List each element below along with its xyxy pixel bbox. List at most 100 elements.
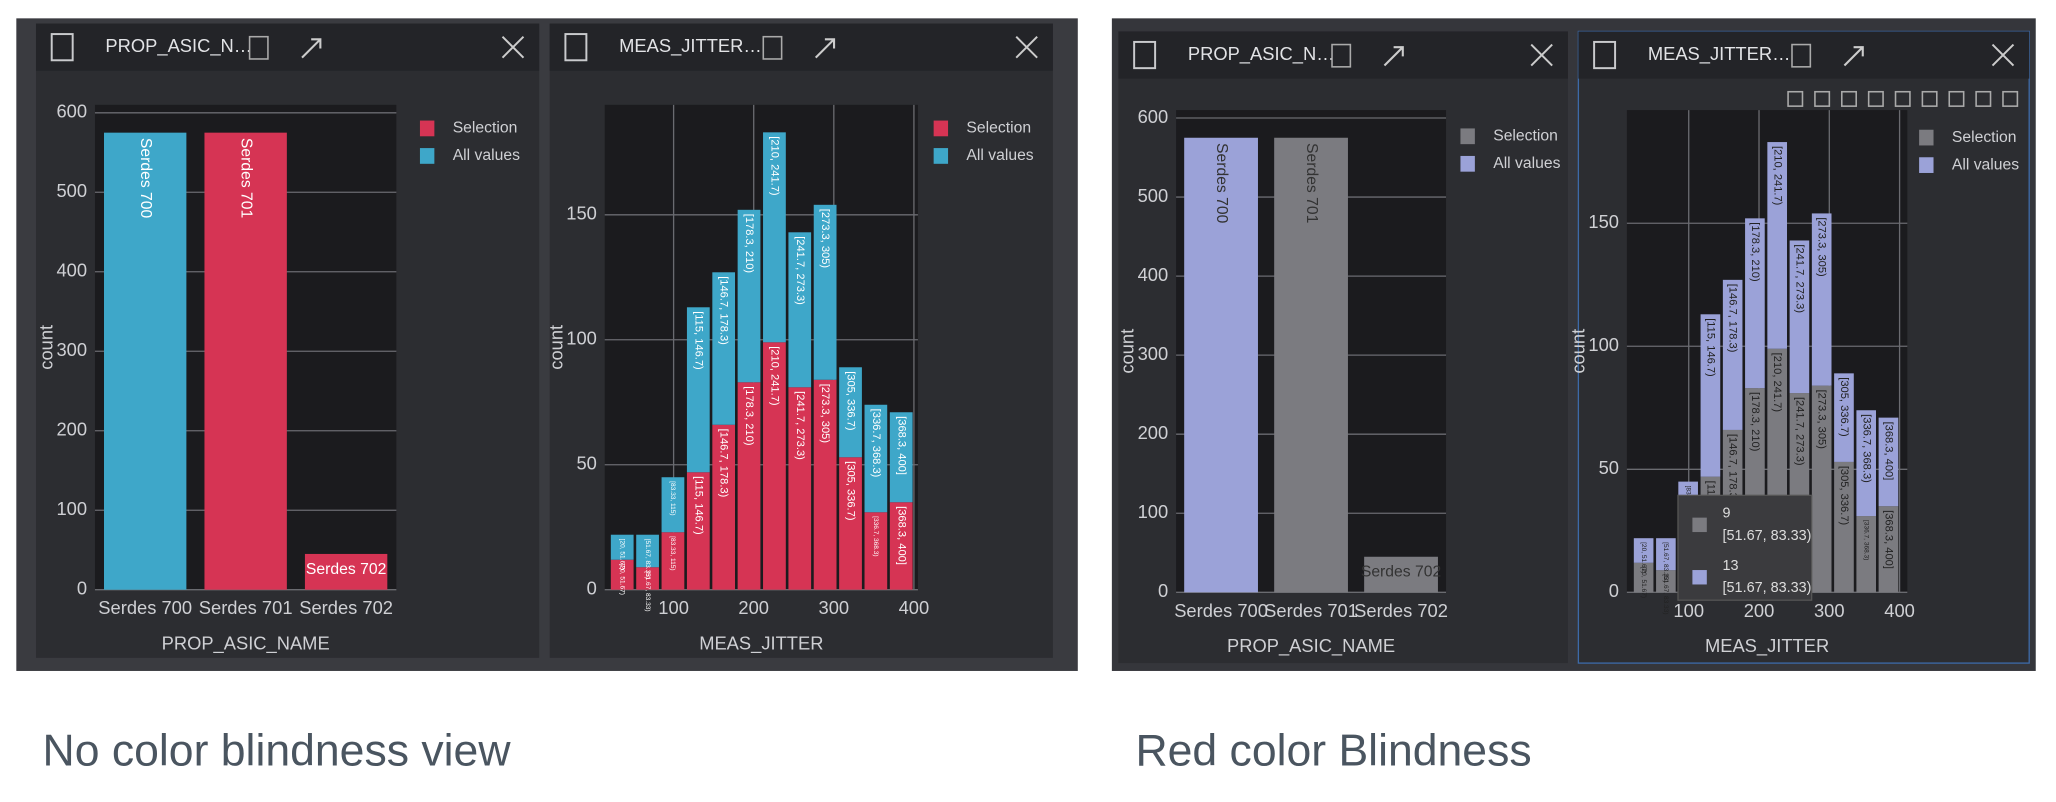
close-button[interactable] bbox=[501, 35, 525, 59]
bar-label: [146.7, 178.3) bbox=[1727, 284, 1739, 353]
y-tick-label: 200 bbox=[1138, 422, 1169, 443]
histogram-bar bbox=[864, 512, 888, 590]
y-tick-label: 150 bbox=[566, 203, 597, 224]
chart-type-button[interactable] bbox=[762, 35, 783, 60]
histogram-bar bbox=[661, 532, 685, 590]
bar bbox=[103, 132, 187, 590]
histogram-bar bbox=[1633, 562, 1654, 593]
y-tick-label: 50 bbox=[1599, 457, 1619, 478]
bar-label: [178.3, 210) bbox=[743, 386, 755, 446]
x-axis-label: MEAS_JITTER bbox=[699, 633, 823, 655]
histogram-bar bbox=[788, 387, 812, 590]
window-title: PROP_ASIC_N… bbox=[1188, 43, 1335, 65]
bar-label: Serdes 701 bbox=[1303, 143, 1320, 223]
toolbar-button[interactable] bbox=[2002, 90, 2019, 107]
histogram-bar bbox=[1633, 538, 1654, 563]
close-button[interactable] bbox=[1991, 43, 2015, 67]
legend-swatch bbox=[1919, 129, 1934, 146]
legend-swatch bbox=[933, 120, 949, 137]
tooltip-value: 13 bbox=[1723, 558, 1739, 574]
bar-label: [51.67, 83.33) bbox=[1662, 574, 1669, 614]
chart-type-button[interactable] bbox=[1791, 43, 1812, 68]
chart-type-button[interactable] bbox=[1331, 43, 1352, 68]
bar bbox=[1274, 137, 1348, 593]
legend-label: All values bbox=[966, 147, 1033, 164]
histogram-bar bbox=[1767, 142, 1788, 349]
bar-label: [336.7, 368.3) bbox=[1862, 520, 1869, 560]
legend-label: Selection bbox=[966, 120, 1031, 137]
x-tick-label: 200 bbox=[1744, 600, 1775, 621]
caption: No color blindness view bbox=[43, 726, 512, 775]
maximize-button[interactable] bbox=[301, 38, 322, 59]
toolbar-button[interactable] bbox=[1975, 90, 1992, 107]
y-tick-label: 300 bbox=[56, 339, 87, 360]
legend-label: Selection bbox=[453, 120, 518, 137]
window-header bbox=[1118, 31, 1568, 79]
window-title: MEAS_JITTER… bbox=[619, 35, 762, 57]
y-tick-label: 600 bbox=[1138, 106, 1169, 127]
bar-label: [146.7, 178.3) bbox=[718, 276, 730, 345]
histogram-bar bbox=[889, 412, 913, 503]
histogram-bar bbox=[1656, 570, 1676, 593]
x-tick-label: 300 bbox=[1814, 600, 1845, 621]
histogram-bar bbox=[1789, 240, 1810, 394]
legend-label: All values bbox=[1493, 155, 1560, 172]
y-tick-label: 500 bbox=[56, 180, 87, 201]
x-axis-label: PROP_ASIC_NAME bbox=[1227, 635, 1395, 657]
histogram-bar bbox=[763, 132, 786, 343]
y-axis-label: count bbox=[36, 325, 57, 370]
histogram-bar bbox=[737, 382, 761, 590]
bar-label: [305, 336.7) bbox=[845, 461, 857, 521]
bar-label: [20, 51.67) bbox=[618, 539, 625, 570]
toolbar-button[interactable] bbox=[1814, 90, 1831, 107]
maximize-button[interactable] bbox=[814, 38, 836, 59]
bar-label: Serdes 700 bbox=[137, 138, 154, 219]
y-tick-label: 0 bbox=[587, 578, 597, 599]
bar-label: Serdes 702 bbox=[1361, 564, 1441, 581]
toolbar-button[interactable] bbox=[1867, 90, 1884, 107]
toolbar-button[interactable] bbox=[1787, 90, 1804, 107]
bar bbox=[304, 553, 388, 590]
histogram-bar bbox=[1856, 516, 1876, 593]
bar-label: [178.3, 210) bbox=[1749, 222, 1761, 282]
close-button[interactable] bbox=[1015, 35, 1038, 59]
maximize-button[interactable] bbox=[1383, 46, 1404, 67]
bar-label: [115, 146.7) bbox=[1704, 318, 1716, 377]
toolbar-button[interactable] bbox=[1948, 90, 1965, 107]
legend-label: Selection bbox=[1493, 127, 1558, 144]
toolbar-button[interactable] bbox=[1894, 90, 1911, 107]
bar-label: [273.3, 305) bbox=[819, 384, 831, 444]
tooltip-swatch bbox=[1692, 570, 1707, 585]
x-tick-label: Serdes 700 bbox=[1174, 600, 1268, 621]
bar-label: [273.3, 305) bbox=[819, 209, 831, 269]
histogram-bar bbox=[813, 379, 837, 590]
x-tick-label: Serdes 701 bbox=[1264, 600, 1358, 621]
histogram-bar bbox=[1811, 385, 1832, 593]
tooltip-swatch bbox=[1692, 517, 1707, 533]
y-tick-label: 100 bbox=[1138, 501, 1169, 522]
maximize-button[interactable] bbox=[1843, 46, 1864, 67]
y-axis-label: count bbox=[545, 325, 566, 370]
toolbar-button[interactable] bbox=[1921, 90, 1938, 107]
bar-label: [51.67, 83.33) bbox=[644, 539, 651, 579]
caption: Red color Blindness bbox=[1135, 726, 1531, 775]
histogram-bar bbox=[813, 204, 837, 380]
bar-label: [273.3, 305) bbox=[1816, 390, 1828, 450]
histogram-bar bbox=[636, 534, 659, 568]
legend-swatch bbox=[1460, 155, 1475, 172]
chart-type-button[interactable] bbox=[248, 35, 269, 60]
toolbar-button[interactable] bbox=[1841, 90, 1857, 107]
legend-swatch bbox=[933, 148, 949, 164]
bar-label: [20, 51.67) bbox=[1640, 542, 1647, 573]
y-tick-label: 50 bbox=[576, 453, 596, 474]
histogram-bar bbox=[788, 232, 812, 388]
histogram-bar bbox=[1834, 461, 1854, 593]
bar-label: [115, 146.7) bbox=[692, 311, 704, 370]
bar-label: [146.7, 178.3) bbox=[1727, 434, 1739, 503]
bar-label: [305, 336.7) bbox=[1838, 377, 1850, 437]
tooltip-value: 9 bbox=[1723, 506, 1731, 522]
close-button[interactable] bbox=[1530, 43, 1553, 67]
y-tick-label: 100 bbox=[566, 328, 597, 349]
bar-label: [20, 51.67) bbox=[618, 564, 625, 595]
y-tick-label: 400 bbox=[1138, 264, 1169, 285]
